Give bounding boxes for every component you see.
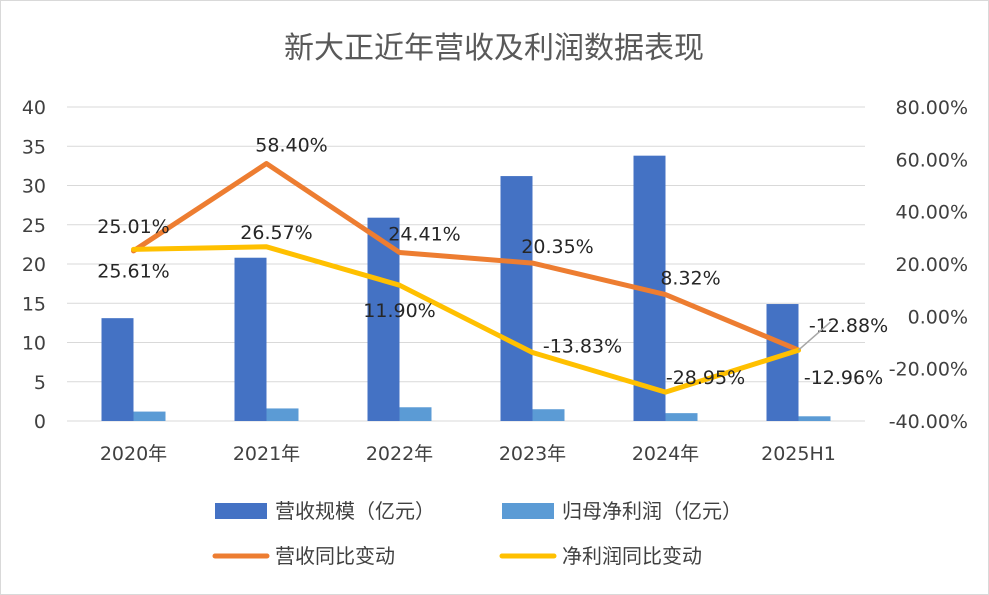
profit-growth-label: 11.90% — [363, 300, 435, 322]
revenue-growth-label: 24.41% — [388, 223, 460, 245]
profit-growth-line — [131, 244, 801, 395]
net-profit-bar — [665, 413, 698, 421]
legend-item: 营收规模（亿元） — [215, 499, 435, 523]
y-right-tick-label: -40.00% — [889, 411, 968, 433]
gridlines — [67, 106, 865, 422]
legend-label: 归母净利润（亿元） — [562, 499, 742, 523]
y-right-tick-label: 0.00% — [908, 306, 968, 328]
profit-growth-label: 26.57% — [240, 222, 312, 244]
axis-labels: 0 5 10 15 20 25 30 35 40 -40.00% -20.00% 0.00% 20.00… — [22, 97, 968, 465]
y-left-tick-label: 25 — [22, 215, 46, 237]
y-left-tick-label: 15 — [22, 293, 46, 315]
revenue-growth-label: 58.40% — [255, 135, 327, 157]
x-tick-label: 2024年 — [632, 443, 699, 465]
y-left-tick-label: 20 — [22, 254, 46, 276]
legend-label: 营收同比变动 — [275, 544, 395, 568]
y-left-tick-label: 5 — [34, 372, 46, 394]
revenue-growth-label: -12.88% — [809, 315, 888, 337]
x-tick-label: 2025H1 — [761, 443, 836, 465]
y-left-tick-label: 40 — [22, 97, 46, 119]
x-tick-label: 2023年 — [499, 443, 566, 465]
x-tick-label: 2020年 — [100, 443, 167, 465]
revenue-growth-label: 25.01% — [97, 216, 169, 238]
profit-growth-label: -12.96% — [804, 367, 883, 389]
legend-swatch — [502, 503, 554, 519]
bar-layer — [101, 155, 831, 422]
legend-label: 净利润同比变动 — [562, 544, 702, 568]
legend: 营收规模（亿元） 归母净利润（亿元） 营收同比变动 净利润同比变动 — [212, 499, 742, 568]
legend-item: 净利润同比变动 — [499, 544, 702, 568]
legend-item: 归母净利润（亿元） — [502, 499, 742, 523]
profit-growth-label: 25.61% — [97, 260, 169, 282]
net-profit-bar — [798, 416, 831, 421]
net-profit-bar — [133, 411, 166, 421]
data-labels: 25.01% 58.40% 24.41% 20.35% 8.32% -12.88% 25.6… — [97, 135, 888, 390]
x-tick-label: 2022年 — [366, 443, 433, 465]
y-right-tick-label: 60.00% — [896, 149, 968, 171]
y-left-tick-label: 10 — [22, 333, 46, 355]
y-left-tick-label: 35 — [22, 136, 46, 158]
y-left-tick-label: 30 — [22, 176, 46, 198]
revenue-bar — [101, 318, 134, 421]
revenue-growth-line — [131, 161, 801, 353]
profit-growth-label: -28.95% — [666, 367, 745, 389]
legend-label: 营收规模（亿元） — [275, 499, 435, 523]
net-profit-bar — [399, 407, 432, 421]
label-leader-line — [798, 321, 831, 351]
net-profit-bar — [266, 408, 299, 421]
revenue-bar — [234, 257, 267, 421]
y-right-tick-label: 40.00% — [896, 202, 968, 224]
revenue-growth-label: 8.32% — [660, 268, 720, 290]
line-layer — [131, 161, 801, 395]
legend-swatch — [215, 503, 267, 519]
x-tick-label: 2021年 — [233, 443, 300, 465]
revenue-bar — [500, 176, 533, 421]
profit-growth-label: -13.83% — [543, 336, 622, 358]
y-right-tick-label: 80.00% — [896, 97, 968, 119]
y-right-tick-label: 20.00% — [896, 254, 968, 276]
revenue-growth-label: 20.35% — [521, 236, 593, 258]
legend-item: 营收同比变动 — [212, 544, 395, 568]
net-profit-bar — [532, 409, 565, 421]
chart-title: 新大正近年营收及利润数据表现 — [284, 31, 704, 66]
y-left-tick-label: 0 — [34, 411, 46, 433]
revenue-bar — [766, 304, 799, 421]
y-right-tick-label: -20.00% — [889, 359, 968, 381]
